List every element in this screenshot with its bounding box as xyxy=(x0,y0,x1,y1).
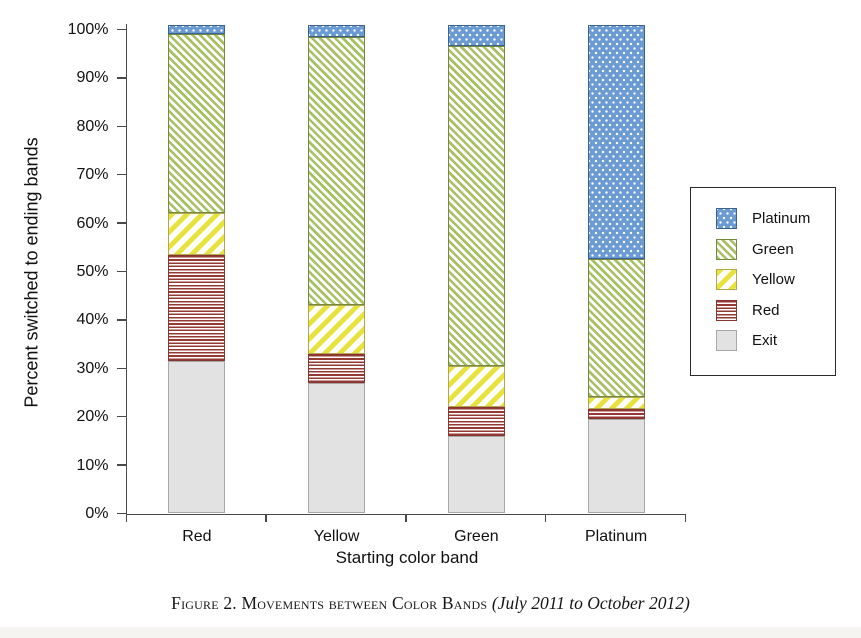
y-tick-label: 80% xyxy=(76,117,109,135)
y-tick-label: 60% xyxy=(76,214,109,232)
page-bottom-strip xyxy=(0,627,861,638)
bar-segment-platinum-yellow xyxy=(587,397,645,410)
bar-segment-green-platinum xyxy=(447,24,505,47)
bar-segment-red-green xyxy=(168,34,226,214)
y-axis-tick xyxy=(116,222,126,224)
bar-segment-yellow-green xyxy=(308,36,366,306)
y-tick-label: 90% xyxy=(76,69,109,87)
x-axis-tick xyxy=(265,515,267,522)
legend-label-green: Green xyxy=(752,240,794,258)
x-axis-tick xyxy=(544,515,547,522)
bar-segment-red-platinum xyxy=(168,24,226,35)
y-tick-label: 50% xyxy=(76,263,109,280)
y-tick-label: 100% xyxy=(67,21,109,38)
x-axis-tick xyxy=(405,515,407,522)
legend-item-green: Green xyxy=(716,238,835,260)
y-axis-tick xyxy=(116,125,126,128)
bar-segment-red-yellow xyxy=(168,213,226,255)
legend-swatch-green xyxy=(716,238,737,260)
y-tick-label: 0% xyxy=(85,505,109,522)
figure-caption-daterange: (July 2011 to October 2012) xyxy=(491,593,690,613)
bar-segment-green-exit xyxy=(447,436,505,514)
legend: Platinum Green Yellow Red Exit xyxy=(690,187,836,376)
bar-segment-yellow-red xyxy=(308,353,366,383)
y-axis-line xyxy=(125,24,127,514)
y-axis-tick xyxy=(116,270,126,273)
bar-segment-red-exit xyxy=(168,361,226,514)
y-tick-label: 70% xyxy=(76,166,109,184)
y-axis-tick xyxy=(116,512,126,515)
y-tick-label: 30% xyxy=(76,359,109,377)
legend-swatch-yellow xyxy=(716,269,737,290)
y-axis-tick xyxy=(116,28,126,31)
bar-segment-platinum-green xyxy=(587,259,645,398)
y-axis-tick xyxy=(116,415,126,418)
legend-swatch-exit xyxy=(716,330,737,351)
bar-segment-platinum-exit xyxy=(587,419,645,514)
legend-label-platinum: Platinum xyxy=(752,210,811,227)
legend-label-yellow: Yellow xyxy=(752,271,795,288)
x-axis-title: Starting color band xyxy=(335,548,479,567)
bar-segment-platinum-platinum xyxy=(587,24,645,260)
legend-item-exit: Exit xyxy=(716,330,835,351)
legend-item-yellow: Yellow xyxy=(716,269,835,290)
x-tick-label-green: Green xyxy=(454,528,499,545)
legend-label-exit: Exit xyxy=(752,332,778,349)
x-axis-line xyxy=(125,513,686,515)
bar-segment-platinum-red xyxy=(587,409,645,420)
legend-item-platinum: Platinum xyxy=(716,208,835,229)
x-axis-tick xyxy=(125,515,127,522)
x-tick-label-red: Red xyxy=(182,528,212,545)
x-tick-label-yellow: Yellow xyxy=(313,528,360,545)
y-axis-title: Percent switched to ending bands xyxy=(21,137,42,408)
y-tick-label: 40% xyxy=(76,311,109,329)
bar-segment-green-yellow xyxy=(447,365,505,407)
legend-item-red: Red xyxy=(716,299,835,321)
bar-segment-green-red xyxy=(447,407,505,437)
y-tick-label: 20% xyxy=(76,408,109,426)
y-axis-tick xyxy=(116,173,126,176)
y-axis-tick xyxy=(116,464,126,466)
y-axis-tick xyxy=(116,77,126,79)
bar-segment-green-green xyxy=(447,46,505,366)
y-axis-tick xyxy=(116,319,126,321)
figure-caption-main: Figure 2. Movements between Color Bands xyxy=(171,593,492,613)
bar-segment-yellow-exit xyxy=(308,382,366,514)
bar-segment-yellow-yellow xyxy=(308,305,366,354)
y-tick-label: 10% xyxy=(76,456,109,474)
figure-caption: Figure 2. Movements between Color Bands … xyxy=(0,593,861,614)
legend-label-red: Red xyxy=(752,301,780,319)
bar-segment-red-red xyxy=(168,254,226,362)
legend-swatch-platinum xyxy=(716,208,737,229)
y-axis-tick xyxy=(116,367,126,370)
x-tick-label-platinum: Platinum xyxy=(585,528,648,545)
x-axis-tick xyxy=(684,515,686,522)
legend-swatch-red xyxy=(716,299,737,321)
bar-segment-yellow-platinum xyxy=(308,24,366,37)
